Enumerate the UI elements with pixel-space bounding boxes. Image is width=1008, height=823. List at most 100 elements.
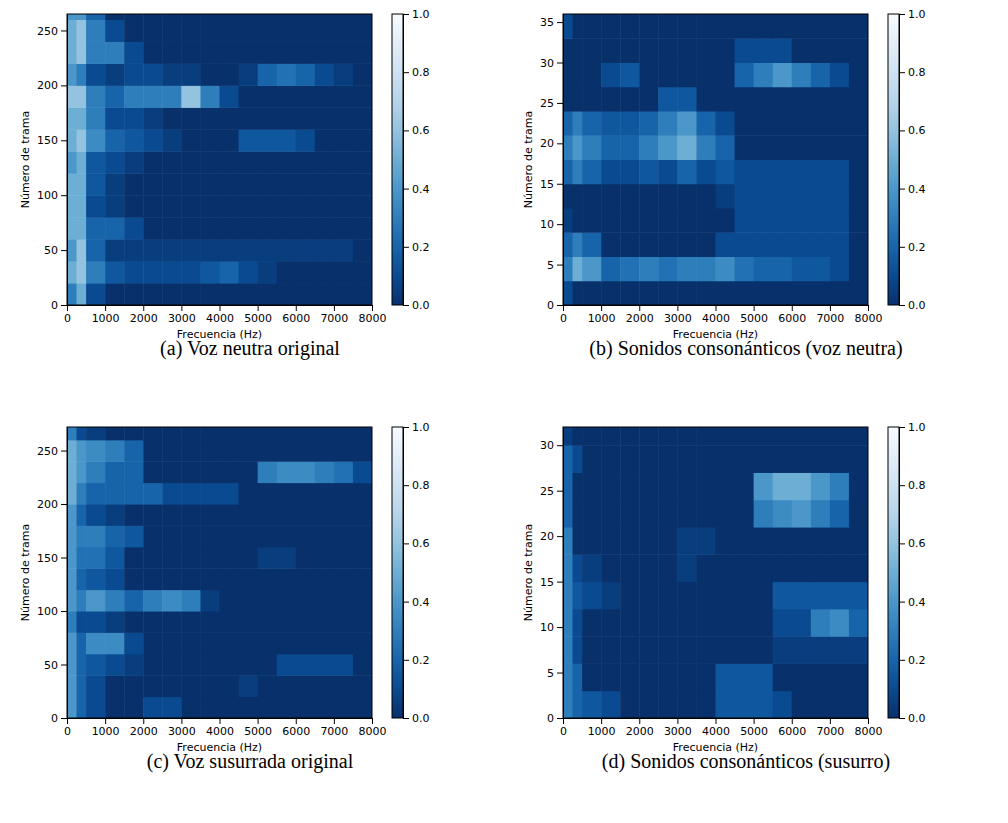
heatmap-cell	[735, 63, 755, 88]
tick-mark	[403, 485, 409, 486]
heatmap-cell	[105, 19, 125, 41]
heatmap-cell	[86, 14, 106, 20]
heatmap-cell	[696, 636, 716, 664]
heatmap-cell	[315, 151, 335, 173]
heatmap-cell	[696, 472, 716, 500]
heatmap-cell	[830, 554, 850, 582]
heatmap-cell	[639, 208, 659, 233]
heatmap-cell	[677, 609, 697, 637]
heatmap-cell	[334, 19, 354, 41]
colorbar-axis-line	[899, 428, 900, 719]
heatmap-cell	[181, 14, 201, 20]
heatmap-cell	[124, 654, 144, 676]
heatmap-cell	[181, 547, 201, 569]
heatmap-cell	[601, 691, 621, 718]
heatmap-cell	[582, 554, 602, 582]
heatmap-cell	[200, 107, 220, 129]
tick-mark	[61, 85, 67, 86]
heatmap-cell	[105, 261, 125, 283]
tick: 0	[64, 305, 71, 325]
tick-label: 0.0	[412, 712, 430, 725]
heatmap-cell	[315, 283, 335, 305]
heatmap-cell	[620, 527, 640, 555]
heatmap-cell	[181, 427, 201, 440]
heatmap-cell	[773, 554, 793, 582]
heatmap-cell	[773, 663, 793, 691]
heatmap-cell	[181, 107, 201, 129]
tick: 8000	[855, 305, 883, 325]
heatmap-cell	[315, 611, 335, 633]
heatmap-cell	[792, 184, 812, 209]
heatmap-cell	[658, 14, 678, 39]
heatmap-cell	[86, 283, 106, 305]
heatmap-cell	[849, 160, 868, 185]
tick-mark	[557, 445, 563, 446]
heatmap-cell	[582, 281, 602, 305]
heatmap-cell	[582, 527, 602, 555]
tick-label: 4000	[702, 725, 730, 738]
heatmap-cell	[677, 445, 697, 473]
heatmap-cell	[220, 63, 240, 85]
heatmap-cell	[735, 472, 755, 500]
heatmap-cell	[143, 217, 163, 239]
heatmap-cell	[792, 500, 812, 528]
heatmap-cell	[716, 111, 736, 136]
heatmap-cell	[86, 654, 106, 676]
heatmap-cell	[601, 111, 621, 136]
heatmap-cell	[811, 38, 831, 63]
panel-caption: (c) Voz susurrada original	[147, 750, 354, 773]
tick: 7000	[320, 718, 348, 738]
heatmap-cell	[86, 483, 106, 505]
heatmap-cell	[754, 427, 774, 446]
tick-mark	[67, 718, 68, 724]
cells	[563, 427, 868, 718]
heatmap-cell	[77, 504, 87, 526]
heatmap-cell	[220, 440, 240, 462]
heatmap-cell	[162, 440, 182, 462]
cells	[67, 14, 372, 305]
heatmap-cell	[162, 173, 182, 195]
tick-mark	[868, 718, 869, 724]
heatmap-cell	[353, 239, 372, 261]
heatmap-cell	[639, 427, 659, 446]
heatmap-cell	[735, 663, 755, 691]
heatmap-cell	[716, 500, 736, 528]
colorbar-axis: 0.00.20.40.60.81.0	[403, 421, 430, 725]
heatmap-cell	[315, 440, 335, 462]
heatmap-cell	[258, 14, 278, 20]
heatmap-cell	[735, 38, 755, 63]
heatmap-cell	[200, 504, 220, 526]
y-axis-line	[67, 428, 68, 719]
tick-label: 0.6	[908, 124, 926, 137]
heatmap-cell	[105, 283, 125, 305]
panel: 0100020003000400050006000700080000510152…	[522, 421, 926, 773]
heatmap-cell	[86, 261, 106, 283]
tick: 10	[540, 218, 563, 231]
heatmap-cell	[563, 257, 573, 282]
tick-label: 4000	[206, 725, 234, 738]
tick-label: 0.8	[412, 66, 430, 79]
heatmap-cell	[639, 500, 659, 528]
heatmap-cell	[658, 111, 678, 136]
heatmap-cell	[258, 675, 278, 697]
heatmap-cell	[582, 445, 602, 473]
heatmap-cell	[811, 160, 831, 185]
tick: 2000	[626, 305, 654, 325]
heatmap-cell	[830, 232, 850, 257]
heatmap-cell	[716, 184, 736, 209]
heatmap-cell	[77, 427, 87, 440]
heatmap-cell	[220, 129, 240, 151]
tick: 7000	[816, 305, 844, 325]
heatmap-cell	[296, 14, 316, 20]
heatmap-cell	[353, 107, 372, 129]
tick: 4000	[702, 718, 730, 738]
heatmap-cell	[620, 636, 640, 664]
tick: 0.6	[403, 537, 430, 550]
heatmap-cell	[773, 472, 793, 500]
colorbar-axis-line	[899, 15, 900, 306]
heatmap-cell	[573, 208, 583, 233]
tick-label: 250	[37, 24, 58, 37]
tick-label: 0.8	[908, 479, 926, 492]
heatmap-cell	[124, 107, 144, 129]
heatmap-cell	[77, 440, 87, 462]
